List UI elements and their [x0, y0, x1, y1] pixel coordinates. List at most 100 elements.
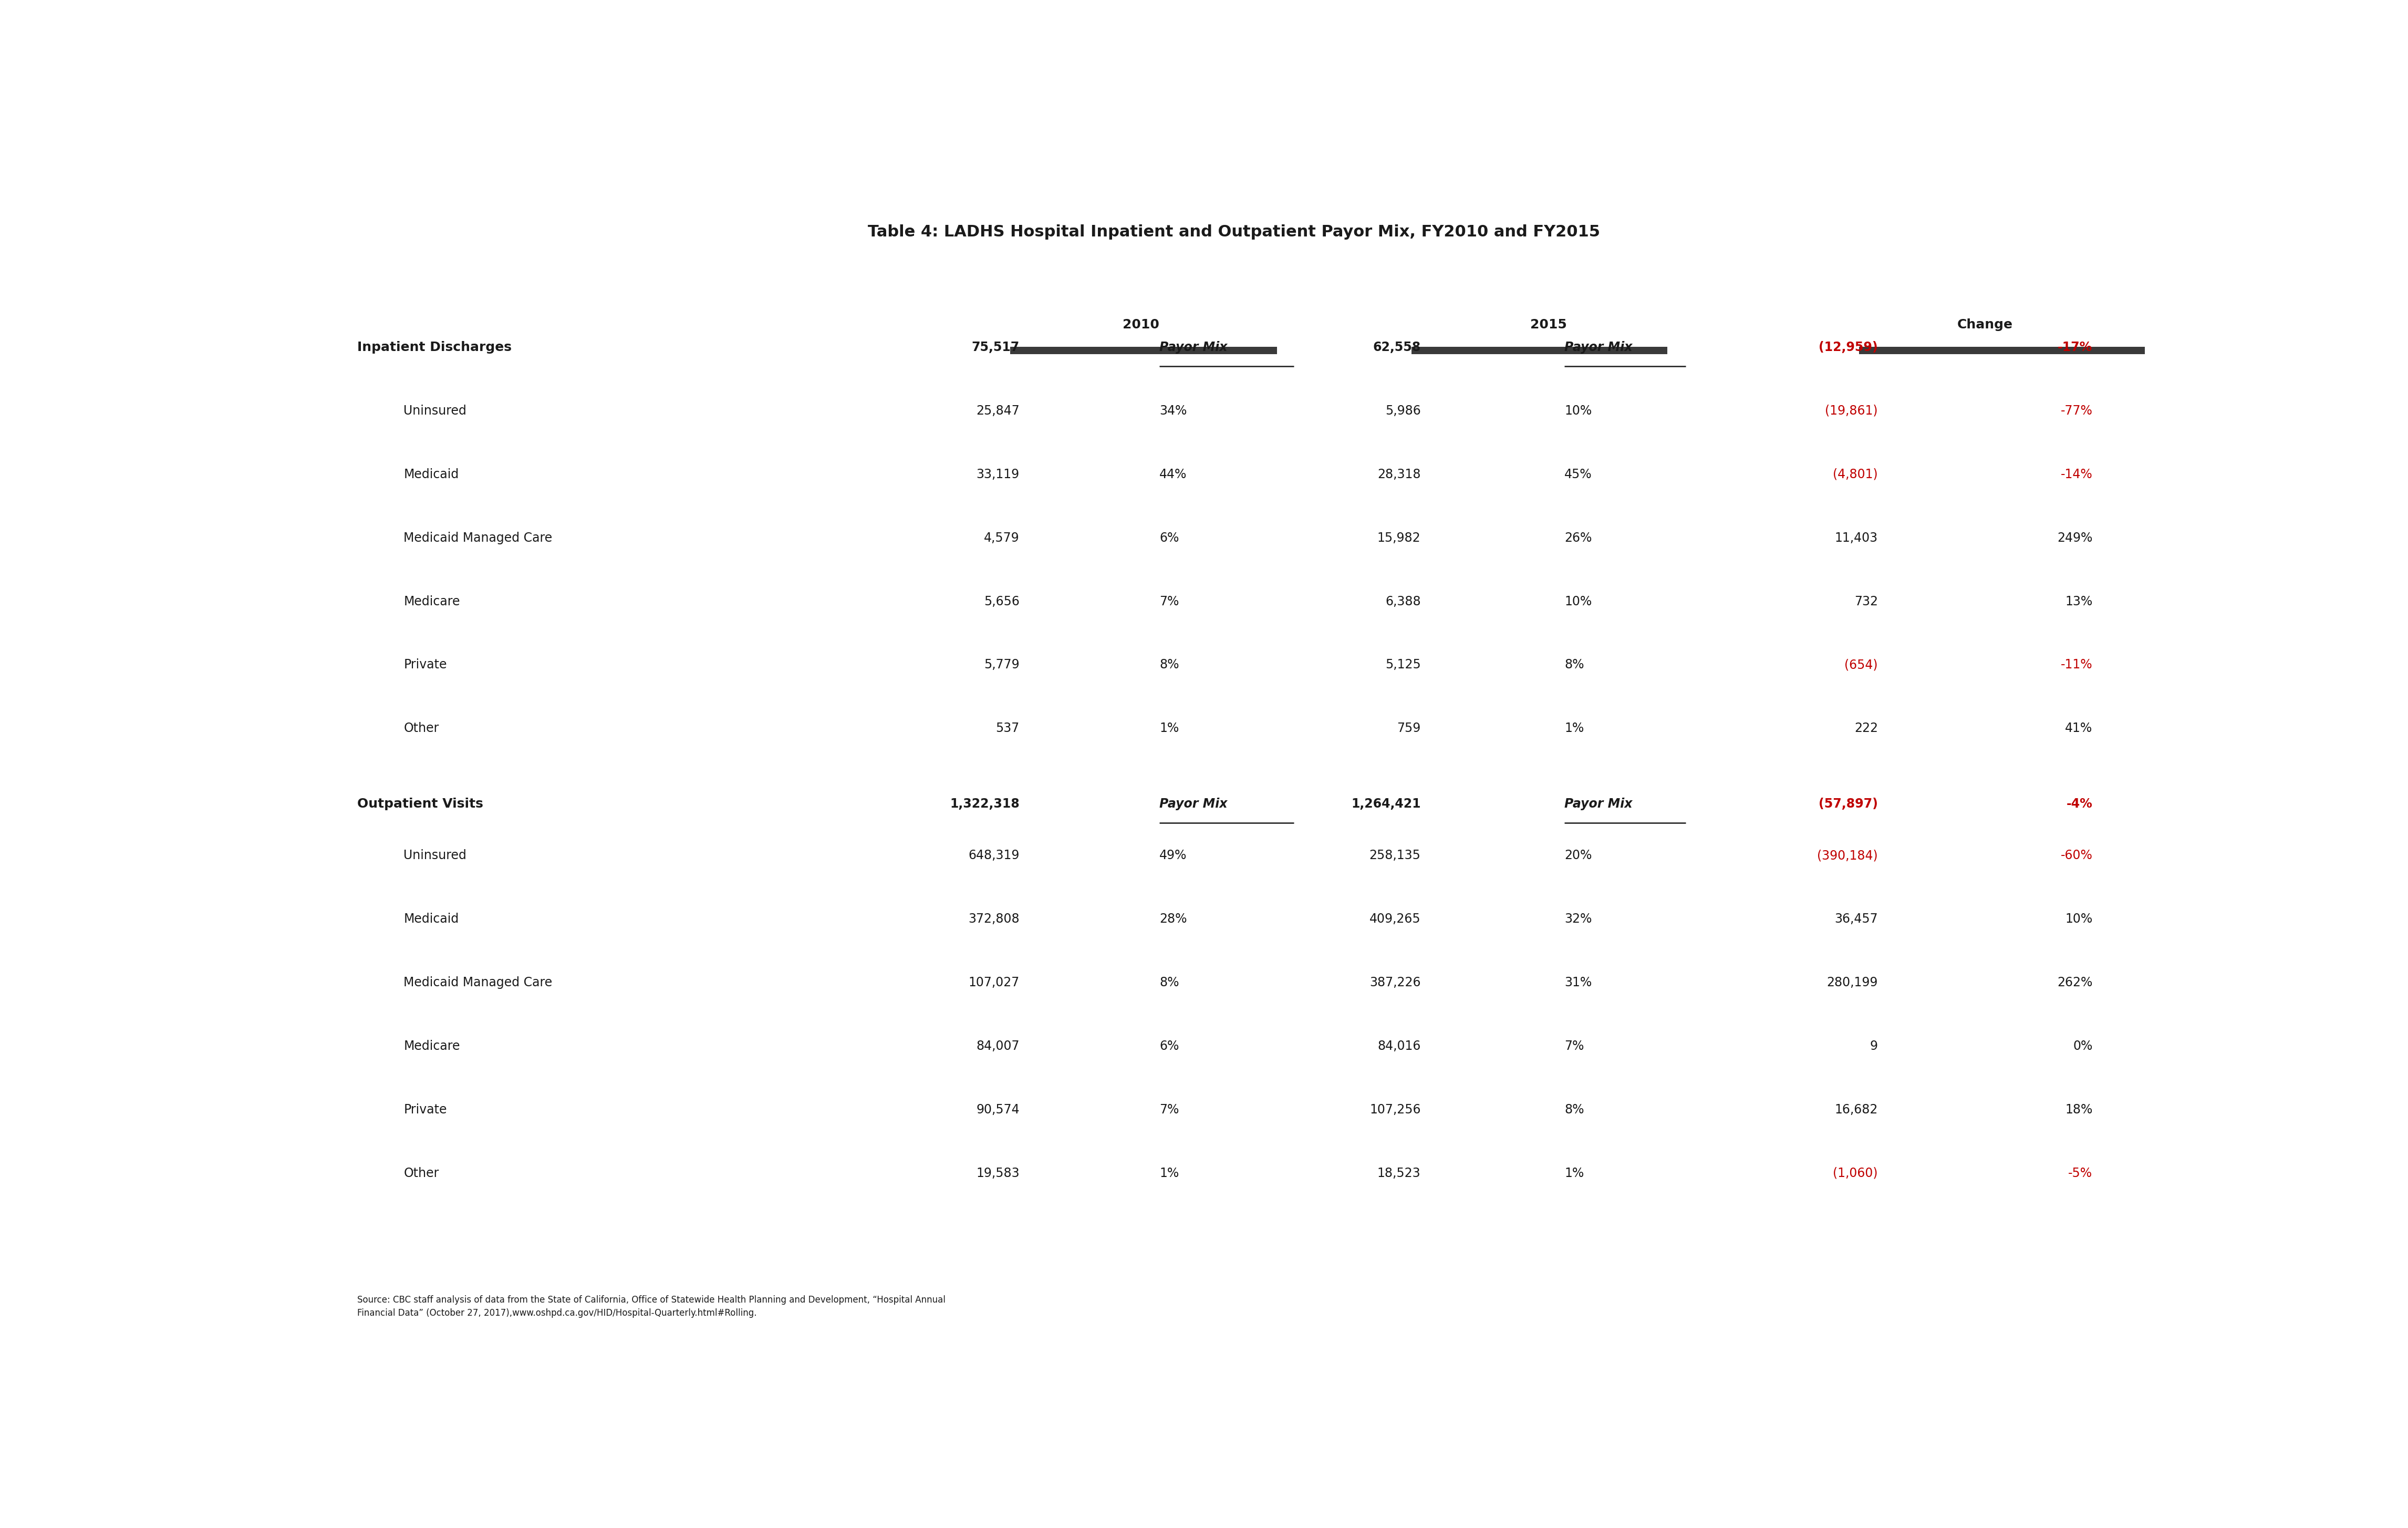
Text: 15,982: 15,982	[1377, 532, 1421, 544]
Text: 84,007: 84,007	[975, 1041, 1019, 1053]
Text: 2010: 2010	[1122, 319, 1158, 332]
Text: 8%: 8%	[1161, 659, 1180, 671]
Text: 372,808: 372,808	[968, 912, 1019, 926]
Text: Uninsured: Uninsured	[405, 850, 467, 862]
Text: 1%: 1%	[1161, 723, 1180, 735]
Text: 1%: 1%	[1565, 723, 1584, 735]
Text: 18,523: 18,523	[1377, 1167, 1421, 1180]
Text: Table 4: LADHS Hospital Inpatient and Outpatient Payor Mix, FY2010 and FY2015: Table 4: LADHS Hospital Inpatient and Ou…	[867, 225, 1601, 240]
Text: 10%: 10%	[1565, 594, 1592, 608]
Text: 26%: 26%	[1565, 532, 1592, 544]
Bar	[1411, 347, 1666, 354]
Text: 759: 759	[1397, 723, 1421, 735]
Text: Inpatient Discharges: Inpatient Discharges	[356, 341, 510, 353]
Text: (4,801): (4,801)	[1832, 468, 1878, 481]
Text: 0%: 0%	[2073, 1041, 2093, 1053]
Text: 75,517: 75,517	[970, 341, 1019, 353]
Text: Medicaid: Medicaid	[405, 468, 460, 481]
Text: Payor Mix: Payor Mix	[1565, 798, 1633, 810]
Text: 387,226: 387,226	[1370, 976, 1421, 989]
Text: 8%: 8%	[1565, 659, 1584, 671]
Text: 49%: 49%	[1161, 850, 1187, 862]
Text: (1,060): (1,060)	[1832, 1167, 1878, 1180]
Text: 6,388: 6,388	[1385, 594, 1421, 608]
Text: 18%: 18%	[2066, 1103, 2093, 1115]
Text: 1,322,318: 1,322,318	[949, 798, 1019, 810]
Text: Other: Other	[405, 723, 438, 735]
Text: 648,319: 648,319	[968, 850, 1019, 862]
Text: 5,986: 5,986	[1385, 405, 1421, 417]
Text: (654): (654)	[1845, 659, 1878, 671]
Text: 20%: 20%	[1565, 850, 1592, 862]
Text: 7%: 7%	[1161, 594, 1180, 608]
Text: 84,016: 84,016	[1377, 1041, 1421, 1053]
Text: 258,135: 258,135	[1370, 850, 1421, 862]
Text: 249%: 249%	[2056, 532, 2093, 544]
Text: Uninsured: Uninsured	[405, 405, 467, 417]
Text: 10%: 10%	[1565, 405, 1592, 417]
Text: 62,558: 62,558	[1373, 341, 1421, 353]
Text: -60%: -60%	[2061, 850, 2093, 862]
Text: 6%: 6%	[1161, 1041, 1180, 1053]
Text: Medicare: Medicare	[405, 594, 460, 608]
Text: 8%: 8%	[1161, 976, 1180, 989]
Text: Medicaid Managed Care: Medicaid Managed Care	[405, 976, 551, 989]
Text: Medicaid Managed Care: Medicaid Managed Care	[405, 532, 551, 544]
Text: 5,779: 5,779	[985, 659, 1019, 671]
Text: Private: Private	[405, 659, 448, 671]
Text: 9: 9	[1871, 1041, 1878, 1053]
Text: 32%: 32%	[1565, 912, 1592, 926]
Text: (390,184): (390,184)	[1818, 850, 1878, 862]
Text: 280,199: 280,199	[1828, 976, 1878, 989]
Text: 13%: 13%	[2066, 594, 2093, 608]
Text: -5%: -5%	[2068, 1167, 2093, 1180]
Text: 45%: 45%	[1565, 468, 1592, 481]
Text: 732: 732	[1854, 594, 1878, 608]
Text: 34%: 34%	[1161, 405, 1187, 417]
Text: (57,897): (57,897)	[1818, 798, 1878, 810]
Text: 4,579: 4,579	[985, 532, 1019, 544]
Text: 5,656: 5,656	[985, 594, 1019, 608]
Text: 44%: 44%	[1161, 468, 1187, 481]
Text: 537: 537	[997, 723, 1019, 735]
Bar	[1011, 347, 1276, 354]
Text: 11,403: 11,403	[1835, 532, 1878, 544]
Text: 107,027: 107,027	[968, 976, 1019, 989]
Bar	[1859, 347, 2146, 354]
Text: Other: Other	[405, 1167, 438, 1180]
Text: 41%: 41%	[2066, 723, 2093, 735]
Text: 36,457: 36,457	[1835, 912, 1878, 926]
Text: -77%: -77%	[2061, 405, 2093, 417]
Text: -14%: -14%	[2061, 468, 2093, 481]
Text: 1%: 1%	[1565, 1167, 1584, 1180]
Text: 107,256: 107,256	[1370, 1103, 1421, 1115]
Text: -4%: -4%	[2066, 798, 2093, 810]
Text: 10%: 10%	[2066, 912, 2093, 926]
Text: Payor Mix: Payor Mix	[1161, 341, 1228, 353]
Text: Source: CBC staff analysis of data from the State of California, Office of State: Source: CBC staff analysis of data from …	[356, 1296, 946, 1317]
Text: 1,264,421: 1,264,421	[1351, 798, 1421, 810]
Text: 7%: 7%	[1161, 1103, 1180, 1115]
Text: 31%: 31%	[1565, 976, 1592, 989]
Text: 90,574: 90,574	[975, 1103, 1019, 1115]
Text: 7%: 7%	[1565, 1041, 1584, 1053]
Text: 25,847: 25,847	[975, 405, 1019, 417]
Text: (12,959): (12,959)	[1818, 341, 1878, 353]
Text: 409,265: 409,265	[1370, 912, 1421, 926]
Text: 222: 222	[1854, 723, 1878, 735]
Text: 19,583: 19,583	[975, 1167, 1019, 1180]
Text: Medicaid: Medicaid	[405, 912, 460, 926]
Text: Private: Private	[405, 1103, 448, 1115]
Text: 8%: 8%	[1565, 1103, 1584, 1115]
Text: -17%: -17%	[2059, 341, 2093, 353]
Text: 33,119: 33,119	[975, 468, 1019, 481]
Text: Change: Change	[1958, 319, 2013, 332]
Text: 1%: 1%	[1161, 1167, 1180, 1180]
Text: (19,861): (19,861)	[1825, 405, 1878, 417]
Text: 28,318: 28,318	[1377, 468, 1421, 481]
Text: -11%: -11%	[2061, 659, 2093, 671]
Text: 28%: 28%	[1161, 912, 1187, 926]
Text: Payor Mix: Payor Mix	[1161, 798, 1228, 810]
Text: Medicare: Medicare	[405, 1041, 460, 1053]
Text: 16,682: 16,682	[1835, 1103, 1878, 1115]
